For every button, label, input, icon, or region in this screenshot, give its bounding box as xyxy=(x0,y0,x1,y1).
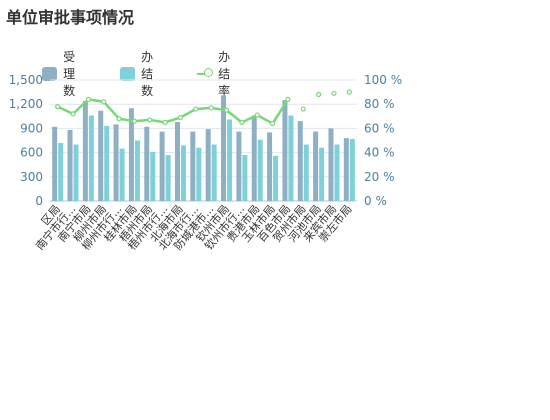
bar-accepted xyxy=(343,138,349,201)
rate-point xyxy=(316,91,322,98)
bar-completed xyxy=(273,155,279,201)
y-left-tick-label: 300 xyxy=(20,170,43,184)
rate-point xyxy=(85,96,91,102)
bar-completed xyxy=(196,147,202,201)
bar-completed xyxy=(165,155,171,201)
bar-completed xyxy=(150,151,156,201)
legend-label-accepted: 受理数 xyxy=(63,50,76,98)
rate-point xyxy=(116,116,122,122)
bar-completed xyxy=(119,148,125,201)
bar-completed xyxy=(211,144,217,201)
rate-point xyxy=(193,106,199,112)
bar-completed xyxy=(134,140,140,201)
bar-accepted xyxy=(128,108,134,201)
y-left-tick-label: 1,200 xyxy=(9,97,43,111)
bar-accepted xyxy=(221,95,227,201)
y-left-tick-label: 0 xyxy=(35,194,43,208)
rate-point xyxy=(285,96,291,102)
rate-point xyxy=(131,118,138,124)
rate-point xyxy=(70,111,76,117)
y-left-tick-label: 600 xyxy=(20,146,43,160)
bar-accepted xyxy=(267,132,273,201)
bar-accepted xyxy=(159,131,165,201)
bar-completed xyxy=(257,139,263,201)
rate-line xyxy=(57,98,289,125)
bar-completed xyxy=(73,144,79,201)
bar-completed xyxy=(303,144,309,201)
rate-point xyxy=(331,90,337,96)
bar-accepted xyxy=(251,115,257,201)
y-left-tick-label: 900 xyxy=(20,121,43,135)
bar-completed xyxy=(180,145,186,201)
bar-completed xyxy=(227,119,233,201)
page-title: 单位审批事项情况 xyxy=(6,8,135,27)
legend-item-accepted[interactable]: 受理数 xyxy=(42,48,85,99)
bar-accepted xyxy=(144,126,150,201)
bar-accepted xyxy=(328,128,334,201)
y-right-tick-label: 20 % xyxy=(364,170,395,184)
y-right-tick-label: 80 % xyxy=(364,97,395,111)
y-right-tick-label: 100 % xyxy=(364,73,402,87)
bar-completed xyxy=(319,147,325,201)
bar-completed xyxy=(104,125,110,201)
y-right-tick-label: 60 % xyxy=(364,121,395,135)
bar-accepted xyxy=(282,100,288,201)
bar-accepted xyxy=(236,131,242,201)
rate-point xyxy=(55,104,61,110)
bar-accepted xyxy=(113,124,119,201)
bar-completed xyxy=(58,142,64,201)
legend-item-rate[interactable]: 办结率 xyxy=(197,48,240,99)
rate-point xyxy=(101,99,107,105)
bar-completed xyxy=(349,138,355,201)
y-right-tick-label: 40 % xyxy=(364,146,395,160)
bar-accepted xyxy=(313,131,319,201)
bar-accepted xyxy=(297,121,303,201)
bar-accepted xyxy=(205,129,211,201)
bar-completed xyxy=(242,155,248,201)
legend-swatch-rate xyxy=(197,67,213,81)
rate-point xyxy=(300,106,306,112)
bar-accepted xyxy=(174,121,180,201)
legend-dot xyxy=(204,67,213,77)
bar-accepted xyxy=(67,130,73,201)
rate-point xyxy=(223,107,230,113)
bar-accepted xyxy=(98,110,104,201)
rate-point xyxy=(208,105,214,111)
bar-accepted xyxy=(82,100,88,201)
bar-completed xyxy=(288,115,294,201)
rate-point xyxy=(177,114,184,121)
bar-accepted xyxy=(190,131,196,201)
rate-point xyxy=(147,117,153,123)
y-right-tick-label: 0 % xyxy=(364,194,387,208)
rate-point xyxy=(269,120,276,127)
legend-item-completed[interactable]: 办结数 xyxy=(120,48,163,99)
rate-point xyxy=(254,112,260,118)
legend-swatch-completed xyxy=(120,66,136,81)
bar-completed xyxy=(88,115,94,201)
legend-swatch-accepted xyxy=(42,66,58,81)
bar-accepted xyxy=(52,126,58,201)
bar-completed xyxy=(334,144,340,201)
rate-point xyxy=(162,119,168,125)
rate-point xyxy=(239,119,245,125)
rate-point xyxy=(346,89,352,95)
legend-label-completed: 办结数 xyxy=(141,50,154,98)
legend-label-rate: 办结率 xyxy=(218,50,231,98)
y-left-tick-label: 1,500 xyxy=(9,73,43,87)
